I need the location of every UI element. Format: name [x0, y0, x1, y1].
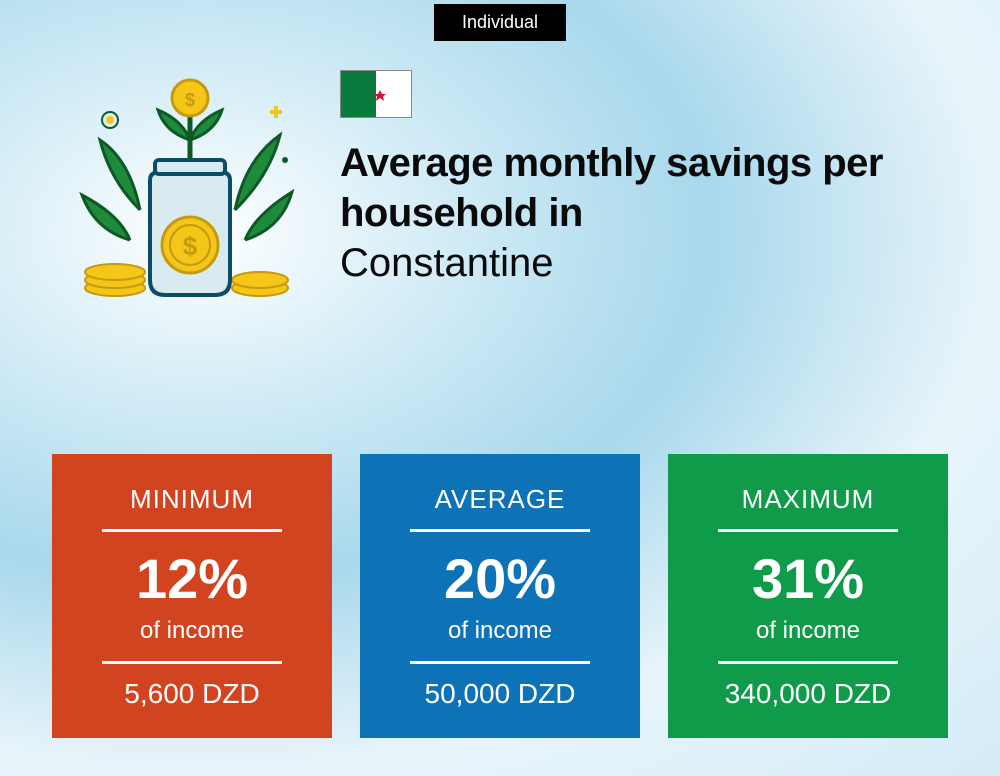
card-amount: 5,600 DZD — [124, 678, 259, 710]
stat-card-average: AVERAGE 20% of income 50,000 DZD — [360, 454, 640, 738]
svg-text:$: $ — [185, 90, 195, 110]
header-area: $ $ Average monthly savings per househol… — [60, 60, 940, 310]
card-divider — [410, 661, 591, 664]
card-percent: 12% — [136, 546, 248, 611]
card-sub: of income — [140, 617, 244, 645]
stats-cards-row: MINIMUM 12% of income 5,600 DZD AVERAGE … — [52, 454, 948, 738]
card-divider — [102, 661, 283, 664]
svg-text:$: $ — [183, 231, 198, 261]
card-percent: 31% — [752, 546, 864, 611]
card-divider — [718, 529, 899, 532]
savings-illustration: $ $ — [60, 60, 310, 310]
stat-card-minimum: MINIMUM 12% of income 5,600 DZD — [52, 454, 332, 738]
card-divider — [718, 661, 899, 664]
card-amount: 50,000 DZD — [425, 678, 576, 710]
card-divider — [102, 529, 283, 532]
title-line-1: Average monthly savings per household in — [340, 138, 940, 238]
title-block: Average monthly savings per household in… — [340, 60, 940, 288]
card-percent: 20% — [444, 546, 556, 611]
card-divider — [410, 529, 591, 532]
top-category-label: Individual — [434, 4, 566, 41]
card-label: MINIMUM — [130, 484, 254, 515]
card-amount: 340,000 DZD — [725, 678, 892, 710]
title-location: Constantine — [340, 238, 940, 288]
stat-card-maximum: MAXIMUM 31% of income 340,000 DZD — [668, 454, 948, 738]
algeria-flag-icon — [340, 70, 412, 118]
card-sub: of income — [448, 617, 552, 645]
card-label: MAXIMUM — [742, 484, 875, 515]
flag-emblem-icon — [363, 81, 389, 107]
card-label: AVERAGE — [435, 484, 566, 515]
card-sub: of income — [756, 617, 860, 645]
